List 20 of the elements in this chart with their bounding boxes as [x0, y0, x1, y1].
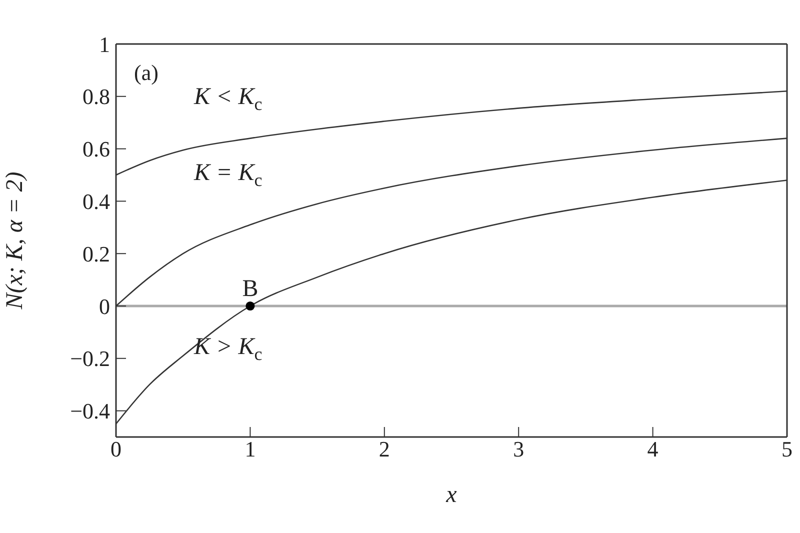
- y-tick-label: 0.4: [82, 189, 110, 214]
- y-axis-title: N(x; K, α = 2): [2, 172, 28, 310]
- y-tick-label: 0.2: [82, 241, 110, 266]
- x-tick-label: 1: [244, 436, 256, 462]
- y-tick-label: 0.6: [82, 136, 110, 162]
- x-tick-label: 5: [782, 436, 792, 462]
- y-tick-label: −0.4: [70, 398, 110, 424]
- annotation: K = K$_{c}$: [194, 160, 262, 191]
- x-tick-label: 3: [513, 436, 524, 462]
- y-tick-label: 0.8: [82, 84, 110, 110]
- y-tick-label: 0: [99, 294, 110, 319]
- y-tick-label: 1: [99, 32, 110, 57]
- annotation: K < K$_{c}$: [194, 84, 262, 115]
- x-tick-label: 4: [647, 436, 658, 462]
- y-tick-label: −0.2: [70, 346, 110, 372]
- x-tick-label: 2: [378, 436, 390, 462]
- annotation: (a): [134, 60, 158, 86]
- annotation: K > K$_{c}$: [194, 334, 262, 365]
- annotation: B: [242, 276, 258, 302]
- x-axis-title: x: [445, 482, 458, 508]
